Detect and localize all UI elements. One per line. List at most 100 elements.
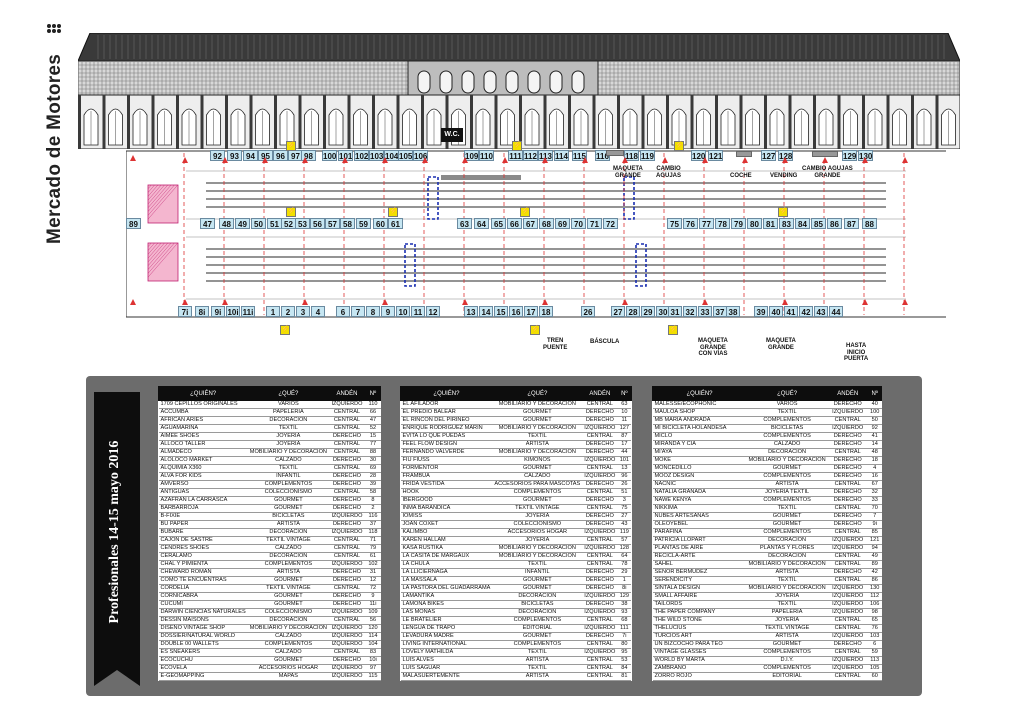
vendor-row[interactable]: CORDELIA TEXTIL VINTAGE CENTRAL 72 — [158, 584, 381, 593]
stall-109[interactable]: 109 — [464, 150, 479, 161]
stall-40[interactable]: 40 — [769, 306, 783, 317]
vendor-row[interactable]: LAMANTIKA DECORACIÓN IZQUIERDO 129 — [400, 592, 632, 601]
stall-129[interactable]: 129 — [842, 150, 857, 161]
stall-27[interactable]: 27 — [611, 306, 625, 317]
vendor-row[interactable]: AFRICAN ARIES DECORACIÓN CENTRAL 47 — [158, 416, 381, 425]
vendor-row[interactable]: ALMADECO MOBILIARIO Y DECORACIÓN CENTRAL 88 — [158, 448, 381, 457]
vendor-row[interactable]: NACNIC ARTISTA CENTRAL 67 — [652, 480, 882, 489]
stall-77[interactable]: 77 — [699, 218, 714, 229]
vendor-row[interactable]: FORMENTOR GOURMET CENTRAL 13 — [400, 464, 632, 473]
stall-105[interactable]: 105 — [398, 150, 413, 161]
vendor-row[interactable]: KALIMBO ACCESORIOS HOGAR IZQUIERDO 119 — [400, 528, 632, 537]
stall-61[interactable]: 61 — [388, 218, 403, 229]
stall-86[interactable]: 86 — [827, 218, 842, 229]
stall-7i[interactable]: 7i — [178, 306, 192, 317]
vendor-row[interactable]: CORNICABRA GOURMET DERECHO 9 — [158, 592, 381, 601]
vendor-row[interactable]: TURCIOS ART ARTISTA IZQUIERDO 103 — [652, 632, 882, 641]
vendor-row[interactable]: BU PAPER ARTISTA DERECHO 37 — [158, 520, 381, 529]
vendor-row[interactable]: LENGUA DE TRAPO EDITORIAL IZQUIERDO 111 — [400, 624, 632, 633]
vendor-row[interactable]: ES SNEAKERS CALZADO CENTRAL 83 — [158, 648, 381, 657]
vendor-row[interactable]: FIU FIUSS KIMONOS IZQUIERDO 101 — [400, 456, 632, 465]
vendor-row[interactable]: IOMISS JOYERÍA DERECHO 27 — [400, 512, 632, 521]
stall-13[interactable]: 13 — [464, 306, 478, 317]
vendor-row[interactable]: ACCUMBA PAPELERÍA CENTRAL 66 — [158, 408, 381, 417]
stall-110[interactable]: 110 — [479, 150, 494, 161]
stall-94[interactable]: 94 — [243, 150, 258, 161]
vendor-row[interactable]: DARWIN CIENCIAS NATURALES COLECCIONISMO IZ… — [158, 608, 381, 617]
vendor-row[interactable]: LUIS SAGUAR TEXTIL CENTRAL 84 — [400, 664, 632, 673]
stall-89[interactable]: 89 — [126, 218, 141, 229]
stall-78[interactable]: 78 — [715, 218, 730, 229]
vendor-row[interactable]: 1709 CEPILLOS ORIGINALES VARIOS IZQUIERDO 1… — [158, 400, 381, 409]
stall-98[interactable]: 98 — [301, 150, 316, 161]
vendor-row[interactable]: B-FIXIE BICICLETAS IZQUIERDO 116 — [158, 512, 381, 521]
stall-29[interactable]: 29 — [641, 306, 655, 317]
stall-2[interactable]: 2 — [281, 306, 295, 317]
stall-18[interactable]: 18 — [539, 306, 553, 317]
stall-127[interactable]: 127 — [761, 150, 776, 161]
vendor-row[interactable]: FERNANDO VALVERDE MOBILIARIO Y DECORACIÓN… — [400, 448, 632, 457]
stall-115[interactable]: 115 — [572, 150, 587, 161]
vendor-row[interactable]: THE WILD STONE JOYERÍA CENTRAL 65 — [652, 616, 882, 625]
stall-58[interactable]: 58 — [340, 218, 355, 229]
stall-59[interactable]: 59 — [356, 218, 371, 229]
vendor-row[interactable]: AIMEE SHOES JOYERÍA DERECHO 15 — [158, 432, 381, 441]
stall-69[interactable]: 69 — [555, 218, 570, 229]
vendor-row[interactable]: VINTAGE GLASSES COMPLEMENTOS CENTRAL 59 — [652, 648, 882, 657]
vendor-row[interactable]: SINTALA DESIGN MOBILIARIO Y DECORACIÓN IZQ… — [652, 584, 882, 593]
vendor-row[interactable]: MONCEDILLO GOURMET DERECHO 4 — [652, 464, 882, 473]
stall-17[interactable]: 17 — [524, 306, 538, 317]
stall-52[interactable]: 52 — [281, 218, 296, 229]
stall-8[interactable]: 8 — [366, 306, 380, 317]
vendor-row[interactable]: EL RINCÓN DEL PIRINEO GOURMET DERECHO 11 — [400, 416, 632, 425]
vendor-row[interactable]: ECOCUCHU GOURMET DERECHO 10i — [158, 656, 381, 665]
vendor-row[interactable]: DOUBLE 00 WALLETS COMPLEMENTOS IZQUIERDO 10… — [158, 640, 381, 649]
stall-47[interactable]: 47 — [200, 218, 215, 229]
stall-65[interactable]: 65 — [491, 218, 506, 229]
stall-119[interactable]: 119 — [640, 150, 655, 161]
stall-38[interactable]: 38 — [726, 306, 740, 317]
vendor-row[interactable]: E-GEOMAPPING MAPAS IZQUIERDO 115 — [158, 672, 381, 681]
vendor-row[interactable]: MAULOA SHOP TEXTIL IZQUIERDO 100 — [652, 408, 882, 417]
vendor-row[interactable]: EVITA LO QUE PUEDAS TEXTIL CENTRAL 87 — [400, 432, 632, 441]
vendor-row[interactable]: MI BICICLETA HOLANDESA BICICLETAS IZQUIERD… — [652, 424, 882, 433]
stall-67[interactable]: 67 — [523, 218, 538, 229]
vendor-row[interactable]: FRIDA VESTIDA ACCESORIOS PARA MASCOTAS DER… — [400, 480, 632, 489]
stall-81[interactable]: 81 — [763, 218, 778, 229]
stall-66[interactable]: 66 — [507, 218, 522, 229]
vendor-row[interactable]: SAHEL MOBILIARIO Y DECORACIÓN CENTRAL 89 — [652, 560, 882, 569]
vendor-row[interactable]: LIVING INTERNATIONAL COMPLEMENTOS CENTRAL 8… — [400, 640, 632, 649]
vendor-row[interactable]: ALOLOCO MARKET CALZADO DERECHO 30 — [158, 456, 381, 465]
stall-92[interactable]: 92 — [210, 150, 225, 161]
stall-96[interactable]: 96 — [273, 150, 288, 161]
vendor-row[interactable]: PATRICIA LLOPART DECORACIÓN IZQUIERDO 121 — [652, 536, 882, 545]
stall-7[interactable]: 7 — [351, 306, 365, 317]
stall-75[interactable]: 75 — [667, 218, 682, 229]
vendor-row[interactable]: MALESSE/ECOPHONIC VARIOS DERECHO 40 — [652, 400, 882, 409]
vendor-row[interactable]: HOOK COMPLEMENTOS CENTRAL 51 — [400, 488, 632, 497]
vendor-row[interactable]: MOKE MOBILIARIO Y DECORACIÓN DERECHO 18 — [652, 456, 882, 465]
stall-80[interactable]: 80 — [747, 218, 762, 229]
vendor-row[interactable]: ECOVELA ACCESORIOS HOGAR IZQUIERDO 97 — [158, 664, 381, 673]
stall-41[interactable]: 41 — [784, 306, 798, 317]
vendor-row[interactable]: LE BRATELIER COMPLEMENTOS CENTRAL 68 — [400, 616, 632, 625]
vendor-row[interactable]: FRAMBUÁ CALZADO IZQUIERDO 96 — [400, 472, 632, 481]
vendor-row[interactable]: KAREN HALLAM JOYERÍA CENTRAL 57 — [400, 536, 632, 545]
stall-57[interactable]: 57 — [325, 218, 340, 229]
vendor-row[interactable]: FEEL FLOW DESIGN ARTISTA DERECHO 17 — [400, 440, 632, 449]
stall-6[interactable]: 6 — [336, 306, 350, 317]
stall-93[interactable]: 93 — [227, 150, 242, 161]
stall-10[interactable]: 10 — [396, 306, 410, 317]
vendor-row[interactable]: THELUCIUS TEXTIL VINTAGE CENTRAL 76 — [652, 624, 882, 633]
vendor-row[interactable]: NAWE KENYA COMPLEMENTOS DERECHO 33 — [652, 496, 882, 505]
stall-71[interactable]: 71 — [587, 218, 602, 229]
vendor-row[interactable]: SMALL AFFAIRE JOYERÍA IZQUIERDO 112 — [652, 592, 882, 601]
stall-8i[interactable]: 8i — [195, 306, 209, 317]
vendor-row[interactable]: LA MASSALA GOURMET DERECHO 1 — [400, 576, 632, 585]
vendor-row[interactable]: BUBARE DECORACIÓN IZQUIERDO 118 — [158, 528, 381, 537]
stall-11i[interactable]: 11i — [241, 306, 255, 317]
vendor-row[interactable]: RECICLA-ARTE DECORACIÓN CENTRAL 49 — [652, 552, 882, 561]
stall-76[interactable]: 76 — [683, 218, 698, 229]
stall-68[interactable]: 68 — [539, 218, 554, 229]
stall-32[interactable]: 32 — [683, 306, 697, 317]
